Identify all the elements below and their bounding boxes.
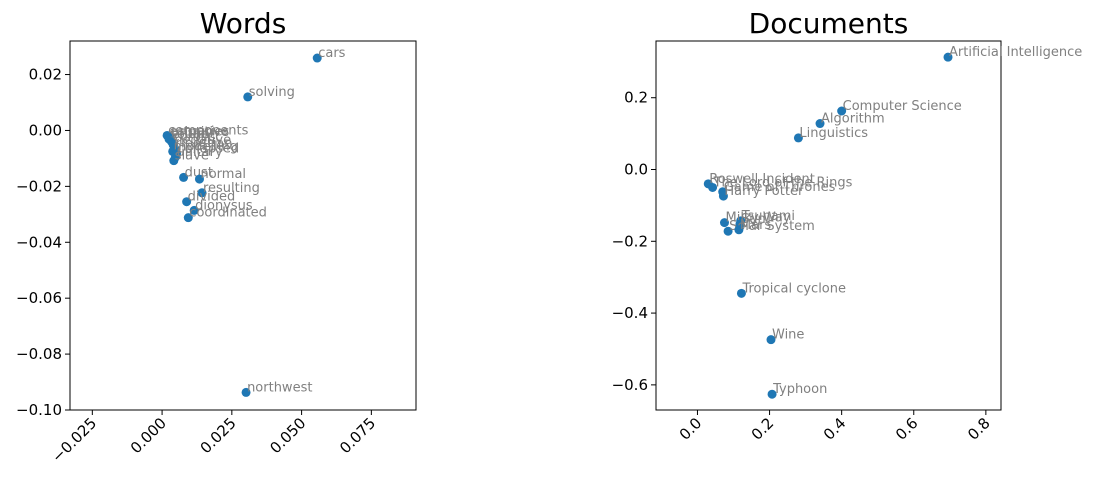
scatter-point xyxy=(197,188,207,198)
point-label: conflict xyxy=(173,130,220,145)
y-tick-label: 0.0 xyxy=(624,161,648,179)
scatter-point xyxy=(719,218,729,228)
scatter-point xyxy=(708,182,718,192)
x-tick-label: 0.8 xyxy=(964,414,994,444)
scatter-point xyxy=(183,213,193,223)
x-tick-label: 0.075 xyxy=(336,414,379,457)
x-tick-label: 0.4 xyxy=(820,414,850,444)
y-tick-label: −0.2 xyxy=(612,232,648,250)
x-tick-label: 0.000 xyxy=(127,414,170,457)
point-label: components xyxy=(168,123,249,138)
y-tick-label: −0.10 xyxy=(16,401,62,419)
point-label: Wine xyxy=(772,328,804,343)
documents-chart: Documents 0.0 0.2 0.4 0.6 0.8 0.2 0.0 −0.2 −0.4 −0… xyxy=(612,7,1083,444)
scatter-point xyxy=(182,197,192,207)
point-label: negative xyxy=(174,133,231,148)
point-label: estuaries xyxy=(169,125,229,140)
point-label: Solar System xyxy=(729,219,815,234)
y-tick-label: 0.02 xyxy=(29,66,62,84)
scatter-point xyxy=(837,106,847,116)
point-label: Mars xyxy=(740,218,772,233)
scatter-point xyxy=(734,225,744,235)
point-label: Tsunami xyxy=(741,209,795,224)
scatter-point xyxy=(723,226,733,236)
scatter-point xyxy=(767,389,777,399)
point-label: collapsed xyxy=(178,142,240,157)
y-tick-label: −0.04 xyxy=(16,233,62,251)
point-label: solving xyxy=(249,85,295,100)
point-label: dionysus xyxy=(195,198,253,213)
x-tick-label: 0.6 xyxy=(892,414,922,444)
y-tick-label: −0.06 xyxy=(16,289,62,307)
scatter-point xyxy=(312,53,322,63)
point-label: divided xyxy=(188,190,236,205)
scatter-point xyxy=(793,133,803,143)
y-tick-label: 0.2 xyxy=(624,89,648,107)
scatter-point xyxy=(718,191,728,201)
y-tick-label: −0.4 xyxy=(612,304,648,322)
scatter-point xyxy=(766,335,776,345)
point-label: Sun xyxy=(741,212,766,227)
point-label: primitive xyxy=(171,125,229,140)
point-label: northwest xyxy=(247,380,312,395)
y-tick-label: −0.08 xyxy=(16,345,62,363)
scatter-point xyxy=(189,205,199,215)
x-tick-label: 0.025 xyxy=(197,414,240,457)
point-label: Typhoon xyxy=(772,382,827,397)
y-tick-label: −0.6 xyxy=(612,376,648,394)
point-label: The Lord of the Rings xyxy=(713,175,853,190)
scatter-point xyxy=(943,52,953,62)
point-label: resulting xyxy=(203,181,260,196)
x-tick-label: 0.0 xyxy=(676,414,706,444)
point-label: cars xyxy=(318,46,345,61)
point-label: Roswell Incident xyxy=(709,172,815,187)
chart-title: Documents xyxy=(749,7,909,40)
scatter-point xyxy=(815,119,825,129)
point-label: ripostian xyxy=(176,136,233,151)
point-label: Linguistics xyxy=(799,126,868,141)
point-label: modelling xyxy=(174,139,238,154)
point-label: coordinated xyxy=(189,206,267,221)
x-tick-label: 0.2 xyxy=(748,414,778,444)
point-label: entire xyxy=(171,127,209,142)
point-label: Computer Science xyxy=(843,99,962,114)
point-label: unitary xyxy=(176,145,222,160)
point-label: Harry Potter xyxy=(724,184,804,199)
scatter-point xyxy=(241,387,251,397)
point-label: Game of Thrones xyxy=(724,180,836,195)
point-label: Artificial Intelligence xyxy=(949,45,1082,60)
point-label: Algorithm xyxy=(821,112,885,127)
x-tick-label: 0.050 xyxy=(266,414,309,457)
scatter-point xyxy=(736,288,746,298)
axes-frame xyxy=(69,40,417,411)
y-tick-label: −0.02 xyxy=(16,177,62,195)
chart-title: Words xyxy=(200,7,287,40)
words-chart: Words −0.025 0.000 0.025 0.050 0.075 0.02 0.00 −… xyxy=(16,7,417,466)
point-label: dust xyxy=(185,165,213,180)
point-label: normal xyxy=(200,167,246,182)
point-label: sought xyxy=(170,127,215,142)
scatter-point xyxy=(169,156,179,166)
point-label: Tropical cyclone xyxy=(741,281,846,296)
scatter-point xyxy=(194,174,204,184)
scatter-point xyxy=(243,92,253,102)
axes-frame xyxy=(655,40,1002,411)
y-tick-label: 0.00 xyxy=(29,121,62,139)
point-label: slave xyxy=(175,149,209,164)
x-tick-label: −0.025 xyxy=(48,414,100,466)
scatter-point xyxy=(179,172,189,182)
